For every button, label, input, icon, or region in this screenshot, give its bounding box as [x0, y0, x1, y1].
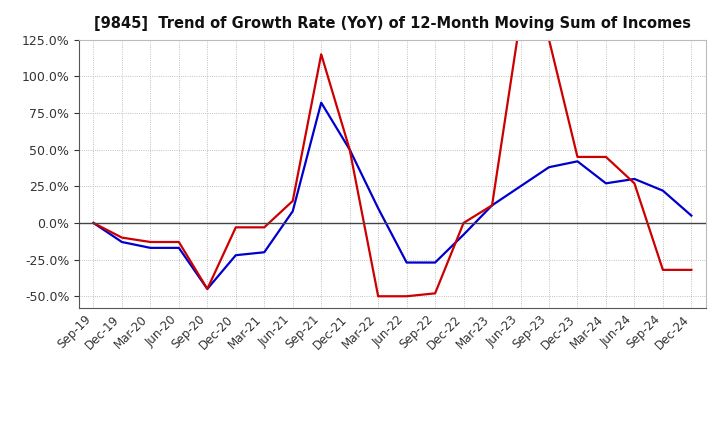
Net Income Growth Rate [459, 220, 468, 226]
Ordinary Income Growth Rate [289, 209, 297, 214]
Net Income Growth Rate [516, 15, 525, 20]
Net Income Growth Rate [232, 225, 240, 230]
Net Income Growth Rate [573, 154, 582, 160]
Net Income Growth Rate [659, 267, 667, 272]
Net Income Growth Rate [431, 291, 439, 296]
Net Income Growth Rate [487, 203, 496, 208]
Ordinary Income Growth Rate [117, 239, 126, 245]
Net Income Growth Rate [402, 293, 411, 299]
Ordinary Income Growth Rate [346, 147, 354, 152]
Ordinary Income Growth Rate [687, 213, 696, 218]
Net Income Growth Rate [317, 51, 325, 57]
Net Income Growth Rate [174, 239, 183, 245]
Net Income Growth Rate [374, 293, 382, 299]
Net Income Growth Rate [630, 181, 639, 186]
Ordinary Income Growth Rate [232, 253, 240, 258]
Ordinary Income Growth Rate [602, 181, 611, 186]
Net Income Growth Rate [545, 37, 554, 42]
Title: [9845]  Trend of Growth Rate (YoY) of 12-Month Moving Sum of Incomes: [9845] Trend of Growth Rate (YoY) of 12-… [94, 16, 691, 32]
Line: Net Income Growth Rate: Net Income Growth Rate [94, 18, 691, 296]
Ordinary Income Growth Rate [146, 245, 155, 250]
Ordinary Income Growth Rate [203, 286, 212, 292]
Net Income Growth Rate [602, 154, 611, 160]
Ordinary Income Growth Rate [174, 245, 183, 250]
Ordinary Income Growth Rate [431, 260, 439, 265]
Line: Ordinary Income Growth Rate: Ordinary Income Growth Rate [94, 103, 691, 289]
Ordinary Income Growth Rate [573, 159, 582, 164]
Ordinary Income Growth Rate [402, 260, 411, 265]
Net Income Growth Rate [289, 198, 297, 204]
Ordinary Income Growth Rate [487, 203, 496, 208]
Ordinary Income Growth Rate [459, 232, 468, 237]
Net Income Growth Rate [117, 235, 126, 240]
Net Income Growth Rate [146, 239, 155, 245]
Ordinary Income Growth Rate [659, 188, 667, 193]
Ordinary Income Growth Rate [545, 165, 554, 170]
Ordinary Income Growth Rate [317, 100, 325, 105]
Ordinary Income Growth Rate [630, 176, 639, 182]
Net Income Growth Rate [89, 220, 98, 226]
Net Income Growth Rate [346, 147, 354, 152]
Ordinary Income Growth Rate [516, 183, 525, 189]
Ordinary Income Growth Rate [374, 205, 382, 211]
Ordinary Income Growth Rate [89, 220, 98, 226]
Net Income Growth Rate [260, 225, 269, 230]
Ordinary Income Growth Rate [260, 249, 269, 255]
Net Income Growth Rate [687, 267, 696, 272]
Net Income Growth Rate [203, 286, 212, 292]
